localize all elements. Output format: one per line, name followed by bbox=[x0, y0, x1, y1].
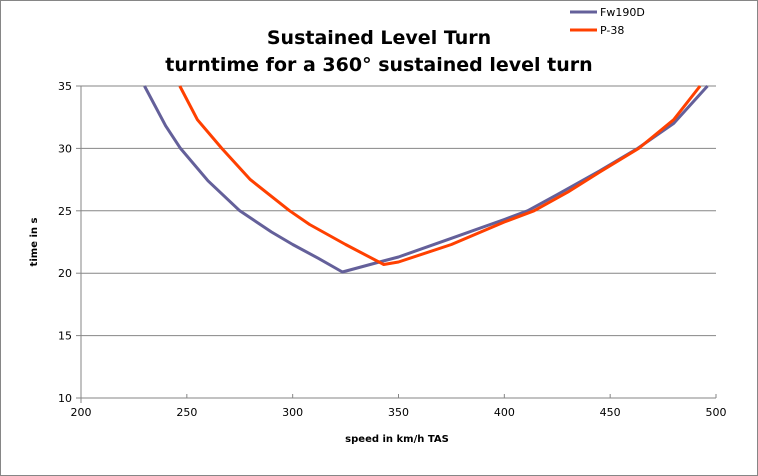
y-axis-label: time in s bbox=[29, 218, 40, 267]
y-tick-labels: 10 15 20 25 30 35 bbox=[58, 80, 72, 405]
x-tick-labels: 200 250 300 350 400 450 500 bbox=[71, 406, 727, 419]
chart-title: Sustained Level Turn bbox=[267, 27, 491, 49]
x-axis-label: speed in km/h TAS bbox=[345, 434, 449, 445]
legend-label: P-38 bbox=[600, 24, 624, 37]
y-tick-label: 15 bbox=[58, 330, 72, 343]
legend: Fw190D P-38 bbox=[570, 6, 645, 37]
x-tick-label: 200 bbox=[71, 406, 92, 419]
axes bbox=[80, 86, 717, 403]
x-tick-label: 250 bbox=[176, 406, 197, 419]
x-tick-label: 350 bbox=[388, 406, 409, 419]
x-tick-label: 500 bbox=[706, 406, 727, 419]
series-line-p-38 bbox=[178, 85, 702, 266]
y-tick-label: 30 bbox=[58, 142, 72, 155]
chart-subtitle: turntime for a 360° sustained level turn bbox=[165, 54, 592, 76]
series-lines bbox=[143, 84, 709, 274]
x-tick-label: 450 bbox=[600, 406, 621, 419]
y-tick-label: 10 bbox=[58, 392, 72, 405]
y-tick-label: 20 bbox=[58, 267, 72, 280]
x-tick-label: 300 bbox=[282, 406, 303, 419]
y-tick-label: 25 bbox=[58, 205, 72, 218]
series-line-fw190d bbox=[143, 84, 709, 274]
x-tick-label: 400 bbox=[494, 406, 515, 419]
y-tick-label: 35 bbox=[58, 80, 72, 93]
legend-label: Fw190D bbox=[600, 6, 645, 19]
